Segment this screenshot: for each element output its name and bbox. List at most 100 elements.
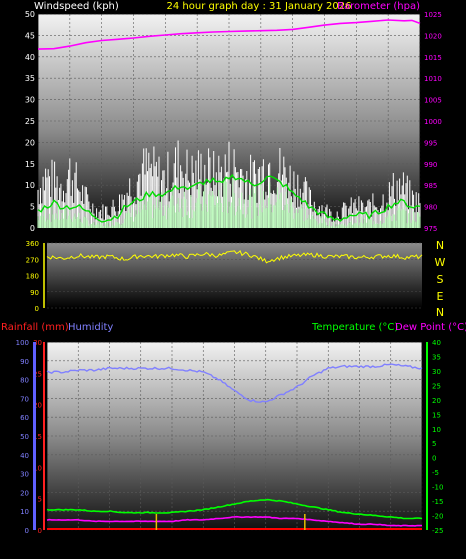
wind-tick-label: 45 [25,31,35,40]
humidity-tick-label: 100 [16,339,29,347]
temp-x-tick-label: 20 [354,535,364,544]
humidity-tick-label: 30 [20,471,29,479]
direction-label-n-bottom: N [436,306,444,319]
wind-x-tick-label: 12 [224,231,234,240]
barometer-tick-label: 1010 [424,75,442,83]
graph-title: 24 hour graph day : 31 January 2026 [167,1,352,12]
wind-tick-label: 20 [25,138,35,147]
barometer-tick-label: 995 [424,139,437,147]
temperature-tick-label: 20 [432,397,441,405]
temp-x-tick-label: 14 [261,535,271,544]
humidity-tick-label: 10 [20,508,29,516]
humidity-tick-label: 20 [20,489,29,497]
barometer-tick-label: 1015 [424,54,442,62]
windspeed-axis-title: Windspeed (kph) [34,1,119,12]
rainfall-tick-label: 0 [38,527,42,535]
wind-x-tick-label: 08 [160,231,170,240]
humidity-axis-bar [33,342,36,530]
wind-direction-series [46,250,423,264]
barometer-tick-label: 1000 [424,118,442,126]
humidity-tick-label: 80 [20,377,29,385]
temperature-tick-label: -20 [432,513,443,521]
direction-tick-label: 360 [26,240,39,248]
temperature-tick-label: 5 [432,440,436,448]
wind-x-tick-label: 18 [319,231,329,240]
barometer-tick-label: 1025 [424,11,442,19]
wind-x-tick-label: 20 [351,231,361,240]
temperature-series [46,498,423,520]
wind-tick-label: 50 [25,10,35,19]
temp-x-tick-label: 06 [136,535,146,544]
temp-x-tick-label: 18 [323,535,333,544]
temperature-tick-label: -5 [432,469,439,477]
dew-point-axis-title: Dew Point (°C) [395,322,466,333]
direction-label-w: W [435,256,446,269]
wind-tick-label: 30 [25,96,35,105]
wind-x-tick-label: 04 [97,231,107,240]
humidity-tick-label: 70 [20,395,29,403]
humidity-tick-label: 60 [20,414,29,422]
temp-x-tick-label: 08 [167,535,177,544]
temp-x-tick-label: 04 [104,535,114,544]
direction-tick-label: 180 [26,273,39,281]
direction-label-s: S [437,273,444,286]
temp-x-tick-label: 00 [417,535,427,544]
rainfall-tick-label: 30 [33,339,42,347]
direction-label-n-top: N [436,239,444,252]
temperature-axis-title: Temperature (°C) [311,322,398,333]
rainfall-tick-label: 20 [33,402,42,410]
temp-x-tick-label: 12 [229,535,239,544]
wind-tick-label: 25 [25,117,35,126]
humidity-axis-title: Humidity [68,322,113,333]
humidity-tick-label: 50 [20,433,29,441]
direction-tick-label: 0 [35,305,39,313]
humidity-tick-label: 40 [20,452,29,460]
temperature-tick-label: 0 [432,455,436,463]
humidity-tick-label: 90 [20,358,29,366]
wind-tick-label: 5 [30,203,35,212]
wind-tick-label: 35 [25,74,35,83]
wind-x-tick-label: 14 [256,231,266,240]
direction-label-e: E [437,290,444,303]
wind-tick-label: 15 [25,160,35,169]
barometer-tick-label: 990 [424,161,437,169]
wind-x-tick-label: 10 [192,231,202,240]
wind-tick-label: 0 [30,224,35,233]
rainfall-tick-label: 15 [33,433,42,441]
temperature-tick-label: 30 [432,368,441,376]
temperature-tick-label: 10 [432,426,441,434]
temp-x-tick-label: 22 [386,535,396,544]
humidity-tick-label: 0 [25,527,29,535]
barometer-tick-label: 1020 [424,32,442,40]
rainfall-tick-label: 25 [33,370,42,378]
direction-tick-label: 90 [30,289,39,297]
temp-x-tick-label: 10 [198,535,208,544]
rainfall-axis-title: Rainfall (mm) [1,322,69,333]
temperature-tick-label: -10 [432,484,443,492]
barometer-tick-label: 980 [424,204,437,212]
wind-x-tick-label: 06 [128,231,138,240]
barometer-tick-label: 985 [424,182,437,190]
temperature-axis-bar [426,342,428,530]
wind-x-tick-label: 22 [383,231,393,240]
wind-average-series [37,177,421,228]
wind-10min-average-series [37,173,421,223]
temp-x-tick-label: 02 [73,535,83,544]
barometer-series [37,19,421,50]
tick-labels: 0510152025303540455097598098599099510001… [16,10,444,544]
temperature-tick-label: -15 [432,498,443,506]
rainfall-axis-bar [43,342,45,530]
wind-tick-label: 10 [25,181,35,190]
direction-tick-label: 270 [26,256,39,264]
barometer-tick-label: 1005 [424,97,442,105]
humidity-series [46,363,423,403]
wind-x-tick-label: 02 [65,231,75,240]
dew-point-series [46,515,422,527]
temp-x-tick-label: 16 [292,535,302,544]
wind-x-tick-label: 00 [415,231,425,240]
wind-x-tick-label: 16 [288,231,298,240]
rainfall-tick-label: 10 [33,464,42,472]
barometer-tick-label: 975 [424,225,437,233]
